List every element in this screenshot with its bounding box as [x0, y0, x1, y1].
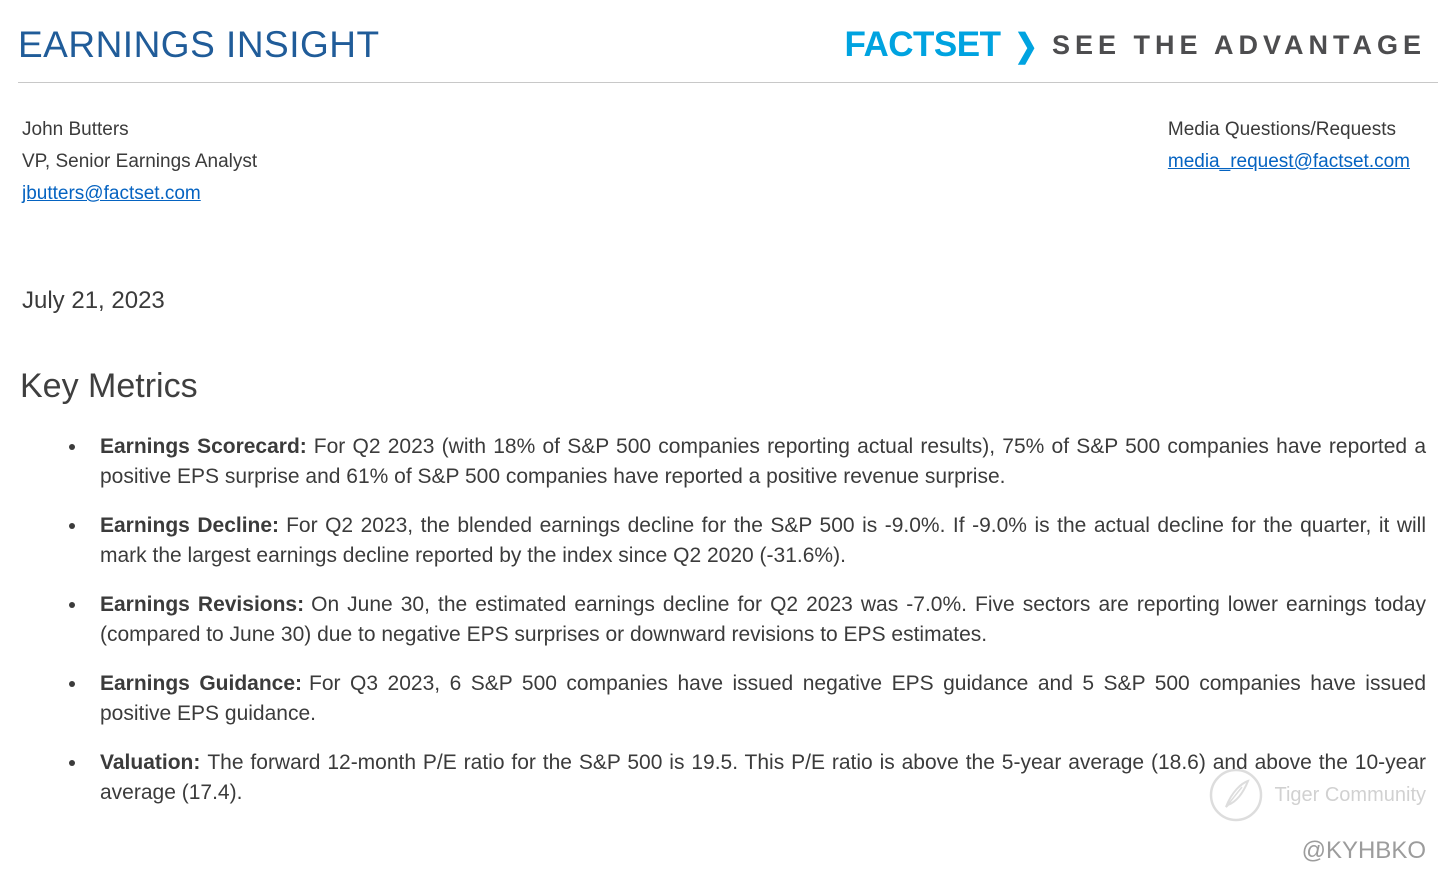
bullet-lead: Earnings Guidance:	[100, 672, 303, 695]
author-title: VP, Senior Earnings Analyst	[22, 151, 258, 172]
bullet-text: For Q3 2023, 6 S&P 500 companies have is…	[100, 672, 1427, 725]
media-block: Media Questions/Requests media_request@f…	[1168, 119, 1410, 215]
media-label: Media Questions/Requests	[1167, 119, 1396, 140]
watermark-handle: @KYHBKO	[1301, 837, 1426, 864]
author-email-link[interactable]: jbutters@factset.com	[22, 183, 201, 204]
list-item: Earnings Scorecard:For Q2 2023 (with 18%…	[88, 432, 1426, 492]
list-item: Earnings Guidance:For Q3 2023, 6 S&P 500…	[88, 669, 1426, 729]
list-item: Valuation:The forward 12-month P/E ratio…	[88, 748, 1426, 808]
factset-brand: FACTSET ❯ SEE THE ADVANTAGE	[845, 25, 1426, 65]
author-name: John Butters	[22, 119, 129, 140]
bullet-text: For Q2 2023, the blended earnings declin…	[100, 514, 1427, 567]
brand-tagline: SEE THE ADVANTAGE	[1051, 29, 1426, 60]
bullet-lead: Earnings Revisions:	[100, 593, 305, 616]
page-title: EARNINGS INSIGHT	[18, 24, 380, 65]
contact-row: John Butters VP, Senior Earnings Analyst…	[0, 83, 1456, 215]
bullet-lead: Valuation:	[100, 751, 201, 774]
key-metrics-list: Earnings Scorecard:For Q2 2023 (with 18%…	[0, 432, 1456, 808]
bullet-text: On June 30, the estimated earnings decli…	[100, 593, 1426, 646]
factset-logo: FACTSET	[844, 25, 1001, 64]
section-heading: Key Metrics	[20, 367, 198, 405]
list-item: Earnings Revisions:On June 30, the estim…	[88, 590, 1426, 650]
list-item: Earnings Decline:For Q2 2023, the blende…	[88, 511, 1426, 571]
media-email-link[interactable]: media_request@factset.com	[1167, 151, 1410, 172]
chevron-right-icon: ❯	[1014, 27, 1038, 63]
bullet-lead: Earnings Scorecard:	[100, 435, 307, 458]
bullet-lead: Earnings Decline:	[100, 514, 280, 537]
bullet-text: For Q2 2023 (with 18% of S&P 500 compani…	[100, 435, 1427, 488]
author-block: John Butters VP, Senior Earnings Analyst…	[22, 119, 257, 215]
header: EARNINGS INSIGHT FACTSET ❯ SEE THE ADVAN…	[0, 0, 1456, 82]
bullet-text: The forward 12-month P/E ratio for the S…	[100, 751, 1426, 804]
report-date: July 21, 2023	[22, 287, 165, 314]
header-divider	[18, 82, 1438, 83]
